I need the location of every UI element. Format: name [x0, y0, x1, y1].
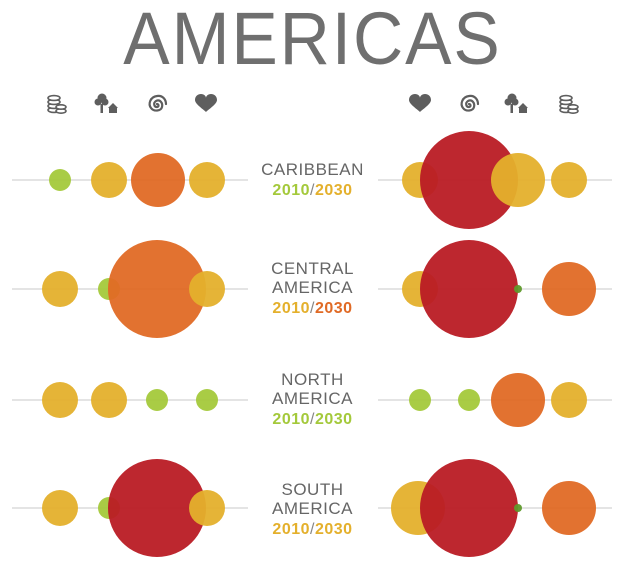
- region-label-central-america: CENTRAL AMERICA 2010/2030: [240, 259, 385, 318]
- coins-icon: [559, 94, 579, 115]
- left-indicator-bubble: [108, 240, 206, 338]
- left-indicator-bubble: [196, 389, 218, 411]
- right-indicator-bubble: [420, 459, 518, 557]
- spiral-icon: [148, 94, 168, 112]
- left-indicator-bubble: [189, 271, 225, 307]
- left-indicator-bubble: [91, 382, 127, 418]
- left-indicator-bubble: [189, 490, 225, 526]
- left-indicator-bubble: [146, 389, 168, 411]
- region-label-south-america: SOUTH AMERICA 2010/2030: [240, 480, 385, 539]
- left-indicator-bubble: [42, 382, 78, 418]
- region-name: CENTRAL AMERICA: [271, 259, 354, 297]
- region-name: NORTH AMERICA: [272, 370, 353, 408]
- year-start: 2010: [272, 182, 311, 199]
- right-indicator-bubble: [514, 285, 522, 293]
- left-indicator-bubble: [131, 153, 185, 207]
- region-years: 2010/2030: [240, 299, 385, 318]
- left-indicator-bubble: [49, 169, 71, 191]
- right-indicator-bubble: [514, 504, 522, 512]
- page-title: AMERICAS: [123, 0, 502, 80]
- left-indicator-bubble: [42, 271, 78, 307]
- region-years: 2010/2030: [240, 410, 385, 429]
- year-end: 2030: [314, 182, 353, 199]
- year-separator: /: [310, 182, 315, 199]
- year-start: 2010: [272, 411, 311, 428]
- year-end: 2030: [314, 300, 353, 317]
- heart-icon: [409, 94, 431, 112]
- heart-icon: [195, 94, 217, 112]
- region-label-north-america: NORTH AMERICA 2010/2030: [240, 370, 385, 429]
- year-start: 2010: [272, 521, 311, 538]
- left-indicator-bubble: [108, 459, 206, 557]
- right-indicator-bubble: [542, 481, 596, 535]
- left-indicator-bubble: [91, 162, 127, 198]
- right-indicator-bubble: [491, 373, 545, 427]
- spiral-icon: [460, 94, 480, 112]
- coins-icon: [47, 94, 67, 115]
- right-indicator-bubble: [551, 162, 587, 198]
- right-indicator-bubble: [420, 131, 518, 229]
- right-indicator-bubble: [409, 389, 431, 411]
- right-indicator-bubble: [491, 153, 545, 207]
- year-separator: /: [310, 411, 315, 428]
- region-years: 2010/2030: [240, 520, 385, 539]
- right-indicator-bubble: [551, 382, 587, 418]
- region-years: 2010/2030: [240, 181, 385, 200]
- right-indicator-bubble: [458, 389, 480, 411]
- year-start: 2010: [272, 300, 311, 317]
- year-separator: /: [310, 300, 315, 317]
- right-indicator-bubble: [420, 240, 518, 338]
- year-end: 2030: [314, 411, 353, 428]
- left-indicator-bubble: [42, 490, 78, 526]
- year-separator: /: [310, 521, 315, 538]
- region-label-caribbean: CARIBBEAN 2010/2030: [240, 160, 385, 200]
- tree-house-icon: [504, 93, 528, 113]
- left-indicator-bubble: [189, 162, 225, 198]
- region-name: CARIBBEAN: [261, 160, 364, 179]
- year-end: 2030: [314, 521, 353, 538]
- tree-house-icon: [94, 93, 118, 113]
- right-indicator-bubble: [542, 262, 596, 316]
- region-name: SOUTH AMERICA: [272, 480, 353, 518]
